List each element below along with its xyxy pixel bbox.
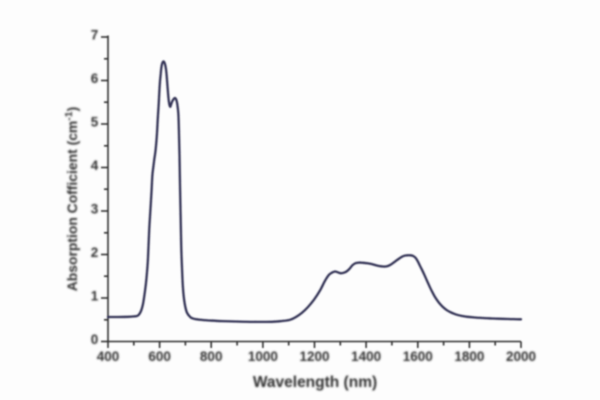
svg-text:800: 800 [200, 349, 223, 364]
svg-text:4: 4 [91, 158, 99, 173]
svg-text:1200: 1200 [299, 349, 329, 364]
svg-text:600: 600 [148, 349, 171, 364]
svg-text:1: 1 [91, 288, 99, 303]
svg-text:Wavelength (nm): Wavelength (nm) [253, 374, 377, 391]
svg-text:1000: 1000 [248, 349, 278, 364]
svg-text:Absorption Cofficient (cm-1): Absorption Cofficient (cm-1) [63, 107, 80, 292]
svg-text:6: 6 [91, 71, 99, 86]
svg-text:1600: 1600 [403, 349, 433, 364]
svg-text:5: 5 [91, 114, 99, 129]
svg-text:400: 400 [97, 349, 120, 364]
svg-text:2000: 2000 [506, 349, 536, 364]
svg-text:1800: 1800 [454, 349, 484, 364]
svg-text:7: 7 [91, 27, 99, 42]
svg-text:2: 2 [91, 245, 99, 260]
svg-text:3: 3 [91, 201, 99, 216]
svg-text:0: 0 [91, 332, 99, 347]
svg-text:1400: 1400 [351, 349, 381, 364]
